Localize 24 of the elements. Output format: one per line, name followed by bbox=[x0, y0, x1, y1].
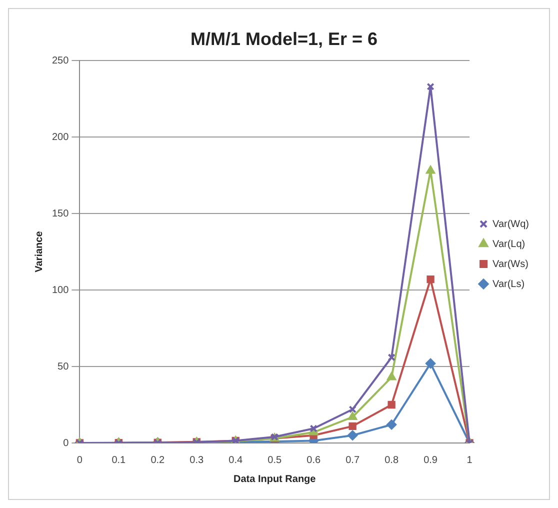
x-tick-label: 0.6 bbox=[306, 454, 321, 466]
y-tick-label: 200 bbox=[52, 132, 70, 143]
chart-title: M/M/1 Model=1, Er = 6 bbox=[190, 28, 378, 49]
y-tick-label: 0 bbox=[63, 438, 70, 449]
y-tick-label: 50 bbox=[58, 361, 70, 372]
x-tick-label: 0.2 bbox=[150, 454, 166, 466]
x-tick-label: 0.8 bbox=[384, 454, 399, 466]
legend-label: Var(Lq) bbox=[492, 238, 526, 250]
y-tick-label: 250 bbox=[52, 55, 70, 66]
x-tick-label: 0.4 bbox=[228, 454, 244, 466]
y-axis-title: Variance bbox=[34, 230, 45, 272]
legend-label: Var(Ws) bbox=[492, 258, 528, 270]
legend-label: Var(Wq) bbox=[492, 218, 530, 230]
x-tick-label: 1 bbox=[466, 454, 473, 466]
x-tick-label: 0.1 bbox=[112, 454, 126, 466]
x-tick-label: 0 bbox=[76, 454, 83, 466]
legend-label: Var(Ls) bbox=[492, 278, 525, 290]
x-tick-label: 0.7 bbox=[346, 454, 360, 466]
y-tick-label: 150 bbox=[52, 208, 70, 220]
x-tick-label: 0.5 bbox=[268, 454, 282, 466]
x-tick-label: 0.3 bbox=[190, 454, 204, 466]
x-tick-label: 0.9 bbox=[424, 454, 438, 466]
y-tick-label: 100 bbox=[52, 284, 70, 296]
x-axis-title: Data Input Range bbox=[233, 474, 316, 485]
